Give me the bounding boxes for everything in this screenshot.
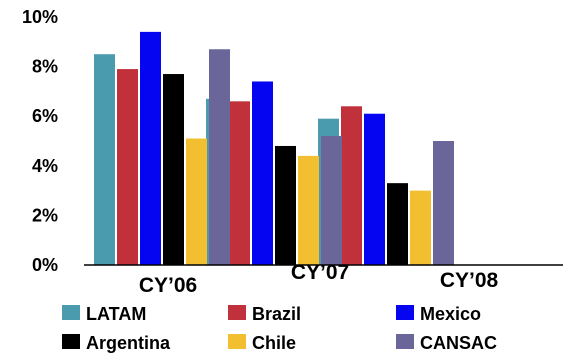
bar-cansac-2 (321, 136, 342, 265)
y-axis-tick-labels: 0% 2% 4% 6% 8% 10% (22, 7, 58, 275)
x-category-label: CY’07 (291, 261, 349, 284)
legend-swatch-argentina (62, 334, 80, 349)
y-tick-label: 2% (32, 205, 58, 225)
legend-label-cansac: CANSAC (420, 333, 497, 353)
legend-swatch-cansac (396, 334, 414, 349)
bar-brazil-1 (117, 69, 138, 265)
y-tick-label: 10% (22, 7, 58, 27)
bar-mexico-3 (364, 113, 385, 265)
x-category-label: CY’08 (440, 269, 499, 292)
y-tick-label: 8% (32, 57, 58, 77)
bar-brazil-3 (341, 106, 362, 265)
legend-label-chile: Chile (252, 333, 296, 353)
bar-series-group (94, 31, 454, 266)
legend-label-mexico: Mexico (420, 304, 481, 324)
legend-label-argentina: Argentina (86, 333, 171, 353)
bar-cansac-3 (433, 141, 454, 265)
y-tick-label: 4% (32, 156, 58, 176)
bar-chile-3 (410, 190, 431, 265)
bar-argentina-1 (163, 74, 184, 265)
x-axis-category-labels: CY’06 CY’07 CY’08 (139, 261, 499, 297)
bar-brazil-2 (229, 101, 250, 265)
bar-mexico-1 (140, 31, 161, 265)
bar-latam-1 (94, 54, 115, 266)
legend-swatch-chile (228, 334, 246, 349)
x-category-label: CY’06 (139, 274, 197, 297)
bar-chile-1 (186, 138, 207, 265)
bar-cansac-1 (209, 49, 230, 265)
legend-label-latam: LATAM (86, 304, 146, 324)
bar-argentina-2 (275, 145, 296, 265)
y-tick-label: 0% (32, 255, 58, 275)
legend-swatch-mexico (396, 305, 414, 320)
bar-mexico-2 (252, 81, 273, 265)
legend-swatch-latam (62, 305, 80, 320)
bar-chile-2 (298, 155, 319, 265)
bar-argentina-3 (387, 183, 408, 265)
legend-swatch-brazil (228, 305, 246, 320)
legend: LATAM Brazil Mexico Argentina Chile CANSAC (62, 304, 497, 353)
y-tick-label: 6% (32, 106, 58, 126)
legend-label-brazil: Brazil (252, 304, 301, 324)
